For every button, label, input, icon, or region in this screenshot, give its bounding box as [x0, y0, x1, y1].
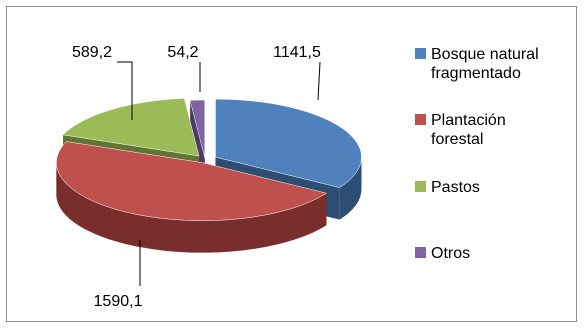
legend-label-2-0: Pastos [431, 179, 480, 196]
legend-label-1-1: forestal [431, 131, 483, 148]
pie-slice-3 [189, 99, 206, 159]
pie-slice-side-0 [339, 157, 362, 220]
pie-slice-1 [56, 141, 328, 221]
legend-label-0-1: fragmentado [431, 65, 521, 82]
data-label-1: 1590,1 [94, 293, 143, 310]
data-label-2: 589,2 [72, 44, 112, 61]
leader-line-2 [117, 61, 133, 120]
legend-swatch-1 [415, 114, 426, 125]
legend-label-3-0: Otros [431, 245, 470, 262]
data-label-0: 1141,5 [273, 44, 321, 61]
pie-slice-side-1 [56, 162, 327, 253]
legend-swatch-0 [415, 48, 426, 59]
leader-line-0 [317, 61, 321, 101]
data-label-3: 54,2 [167, 44, 198, 61]
legend-label-1-0: Plantación [431, 112, 506, 129]
legend-swatch-2 [415, 181, 426, 192]
pie-slice-2 [62, 98, 200, 157]
pie-slice-0 [215, 98, 362, 188]
legend-swatch-3 [415, 247, 426, 258]
legend-label-0-0: Bosque natural [431, 46, 539, 63]
